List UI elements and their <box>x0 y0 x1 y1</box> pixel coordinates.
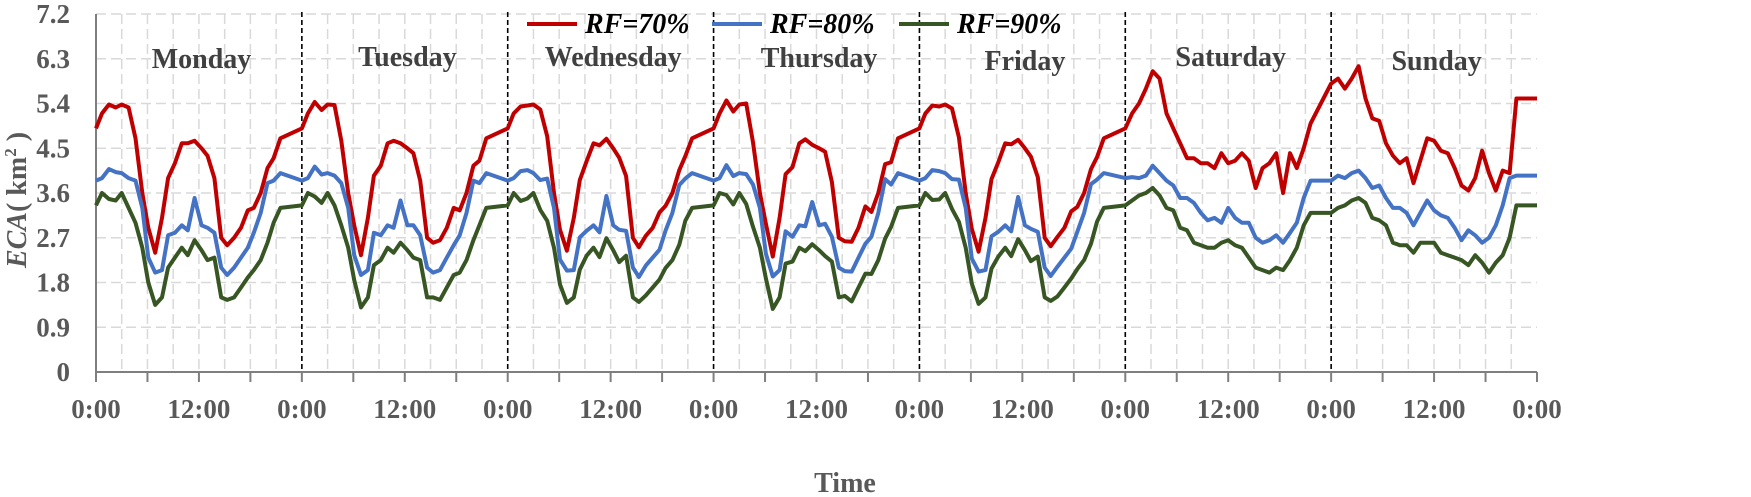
x-tick-label: 12:00 <box>785 394 848 424</box>
legend-label: RF=90% <box>956 9 1062 40</box>
series-line-rf80 <box>95 163 1537 279</box>
y-tick-labels: 0 0.9 1.8 2.7 3.6 4.5 5.4 6.3 7.2 <box>36 0 70 387</box>
x-tick-label: 0:00 <box>1306 394 1356 424</box>
legend: RF=70% RF=80% RF=90% <box>527 9 1062 40</box>
day-label-thursday: Thursday <box>761 43 878 74</box>
y-axis-title-sup: 2 <box>1 148 20 157</box>
y-tick-label: 2.7 <box>36 223 70 253</box>
y-axis-title-unit: ( km <box>2 157 33 212</box>
x-tick-label: 0:00 <box>71 394 121 424</box>
legend-label: RF=80% <box>769 9 875 40</box>
y-tick-label: 6.3 <box>36 44 70 74</box>
day-label-friday: Friday <box>984 46 1065 77</box>
x-tick-label: 12:00 <box>1403 394 1466 424</box>
y-tick-label: 7.2 <box>36 0 70 29</box>
series-line-rf70 <box>94 64 1537 259</box>
day-label-tuesday: Tuesday <box>358 42 457 73</box>
x-tick-label: 12:00 <box>579 394 642 424</box>
y-tick-label: 0 <box>57 357 71 387</box>
y-tick-label: 5.4 <box>36 89 70 119</box>
x-tick-label: 0:00 <box>1512 394 1562 424</box>
x-tick-label: 0:00 <box>483 394 533 424</box>
x-tick-label: 0:00 <box>895 394 945 424</box>
x-tick-label: 12:00 <box>1197 394 1260 424</box>
x-tick-label: 0:00 <box>689 394 739 424</box>
x-tick-label: 12:00 <box>167 394 230 424</box>
x-axis-title: Time <box>814 468 876 497</box>
x-tick-label: 12:00 <box>373 394 436 424</box>
day-label-sunday: Sunday <box>1391 46 1481 77</box>
day-divider-lines <box>301 12 1332 372</box>
y-axis-title-main: ECA <box>2 212 33 269</box>
day-label-saturday: Saturday <box>1176 42 1286 73</box>
y-axis-title-close: ) <box>2 132 33 148</box>
series-line-rf90 <box>94 186 1537 311</box>
y-tick-label: 1.8 <box>36 268 70 298</box>
day-label-monday: Monday <box>152 44 252 75</box>
series-lines <box>94 64 1537 311</box>
y-tick-label: 3.6 <box>36 178 70 208</box>
x-tick-label: 0:00 <box>277 394 327 424</box>
y-tick-label: 0.9 <box>36 312 70 342</box>
x-tick-label: 0:00 <box>1101 394 1151 424</box>
day-label-wednesday: Wednesday <box>545 42 682 73</box>
legend-label: RF=70% <box>584 9 690 40</box>
x-tick-labels: 0:00 12:00 0:00 12:00 0:00 12:00 0:00 12:00 0:00… <box>71 394 1562 424</box>
x-tick-label: 12:00 <box>991 394 1054 424</box>
day-labels: Monday Tuesday Wednesday Thursday Friday Satu… <box>152 42 1482 77</box>
y-tick-label: 4.5 <box>36 133 70 163</box>
y-axis-title: ECA( km2 ) <box>1 132 33 269</box>
axes <box>95 14 1538 382</box>
